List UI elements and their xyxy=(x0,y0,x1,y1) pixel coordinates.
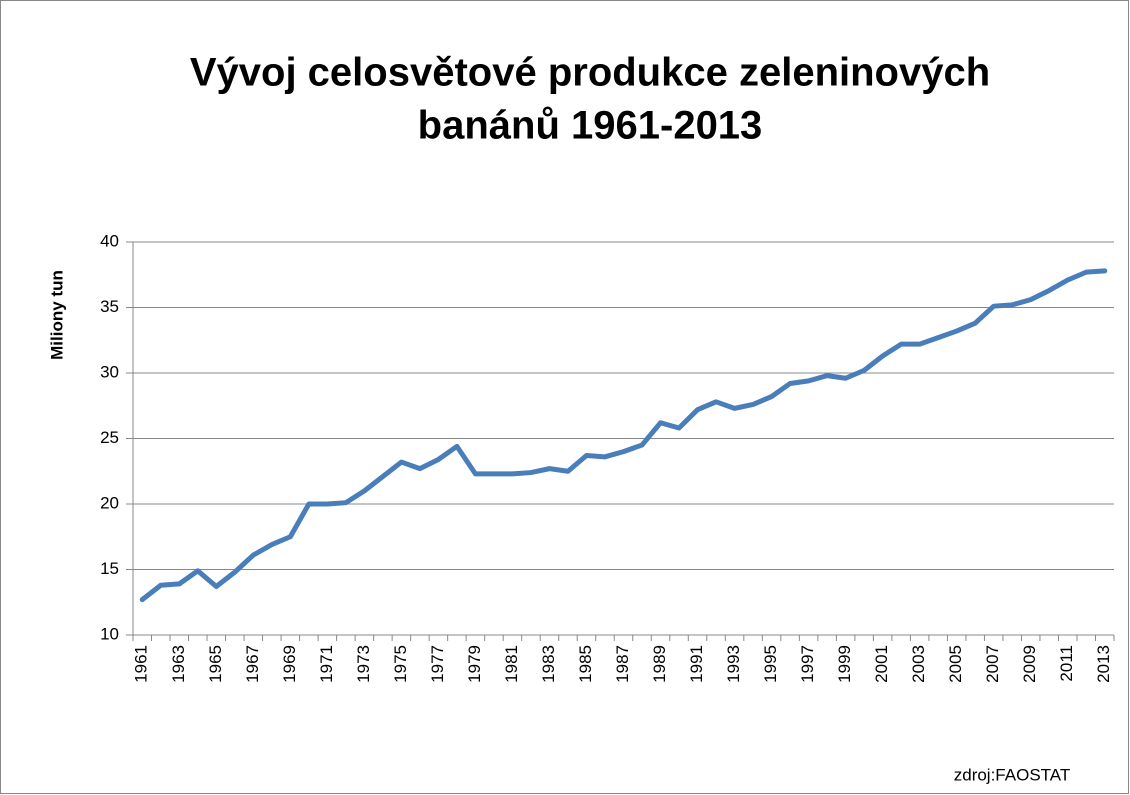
x-tick-label: 1975 xyxy=(391,645,410,683)
x-tick-label: 1987 xyxy=(613,645,632,683)
x-tick-label: 1995 xyxy=(761,645,780,683)
x-tick-label: 1971 xyxy=(317,645,336,683)
x-tick-label: 1979 xyxy=(465,645,484,683)
y-tick-label: 40 xyxy=(100,231,119,250)
x-tick-label: 2003 xyxy=(909,645,928,683)
source-note: zdroj:FAOSTAT xyxy=(954,765,1071,784)
y-tick-label: 15 xyxy=(100,559,119,578)
x-tick-label: 1965 xyxy=(206,645,225,683)
x-tick-label: 1969 xyxy=(280,645,299,683)
x-tick-label: 1973 xyxy=(354,645,373,683)
chart-title-line2: banánů 1961-2013 xyxy=(418,104,763,148)
y-tick-label: 20 xyxy=(100,493,119,512)
x-tick-label: 1963 xyxy=(169,645,188,683)
x-tick-label: 2005 xyxy=(946,645,965,683)
y-axis-label: Miliony tun xyxy=(47,270,66,360)
y-tick-label: 10 xyxy=(100,624,119,643)
x-tick-label: 1985 xyxy=(576,645,595,683)
data-line xyxy=(139,268,1108,603)
x-tick-label: 1977 xyxy=(428,645,447,683)
x-tick-label: 1999 xyxy=(835,645,854,683)
x-tick-label: 2007 xyxy=(983,645,1002,683)
x-tick-label: 1983 xyxy=(539,645,558,683)
x-tick-label: 2013 xyxy=(1094,645,1113,683)
y-tick-label: 25 xyxy=(100,428,119,447)
y-tick-label: 30 xyxy=(100,362,119,381)
x-tick-label: 1989 xyxy=(650,645,669,683)
x-tick-label: 1967 xyxy=(243,645,262,683)
x-tick-label: 1993 xyxy=(724,645,743,683)
x-tick-label: 1961 xyxy=(132,645,151,683)
y-tick-label: 35 xyxy=(100,297,119,316)
x-tick-label: 1991 xyxy=(687,645,706,683)
chart-title: Vývoj celosvětové produkce zeleninových xyxy=(190,51,990,95)
x-tick-label: 2001 xyxy=(872,645,891,683)
x-tick-label: 1997 xyxy=(798,645,817,683)
x-tick-label: 2011 xyxy=(1057,645,1076,682)
x-tick-label: 1981 xyxy=(502,645,521,683)
x-tick-label: 2009 xyxy=(1020,645,1039,683)
